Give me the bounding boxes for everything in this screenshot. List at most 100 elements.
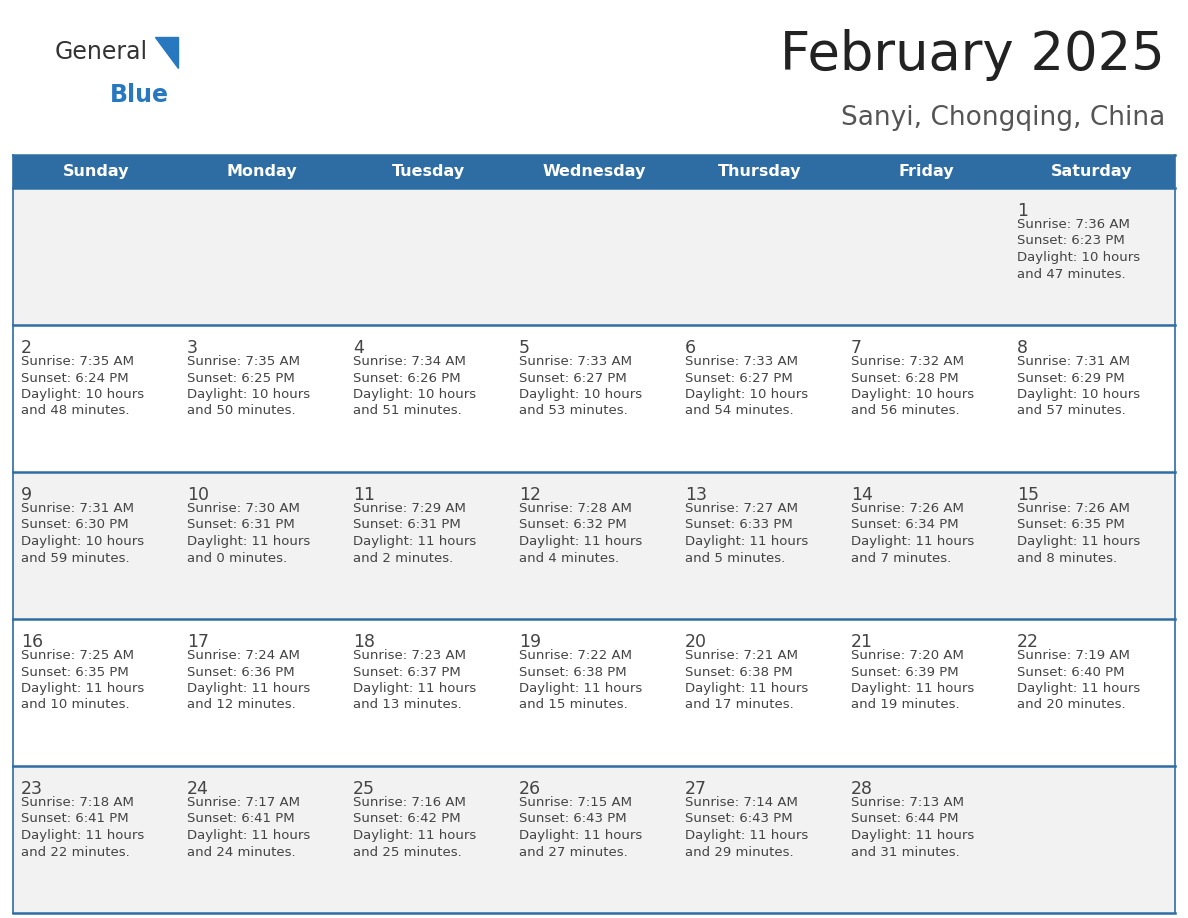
Text: Sunset: 6:37 PM: Sunset: 6:37 PM [353, 666, 461, 678]
Text: 4: 4 [353, 339, 364, 357]
Text: Sunrise: 7:15 AM: Sunrise: 7:15 AM [519, 796, 632, 809]
Text: Sunrise: 7:31 AM: Sunrise: 7:31 AM [21, 502, 134, 515]
Text: 7: 7 [851, 339, 862, 357]
Text: and 8 minutes.: and 8 minutes. [1017, 552, 1117, 565]
Text: 15: 15 [1017, 486, 1040, 504]
Text: 5: 5 [519, 339, 530, 357]
Text: 23: 23 [21, 780, 43, 798]
Text: and 17 minutes.: and 17 minutes. [685, 699, 794, 711]
Text: Daylight: 10 hours: Daylight: 10 hours [21, 535, 144, 548]
Text: Tuesday: Tuesday [391, 164, 465, 179]
Text: Daylight: 11 hours: Daylight: 11 hours [519, 829, 643, 842]
Text: Sunday: Sunday [63, 164, 129, 179]
Text: Sunset: 6:42 PM: Sunset: 6:42 PM [353, 812, 461, 825]
Text: and 22 minutes.: and 22 minutes. [21, 845, 129, 858]
Text: Daylight: 10 hours: Daylight: 10 hours [353, 388, 476, 401]
Text: Sunrise: 7:18 AM: Sunrise: 7:18 AM [21, 796, 134, 809]
Text: Sunset: 6:27 PM: Sunset: 6:27 PM [685, 372, 792, 385]
Text: Daylight: 11 hours: Daylight: 11 hours [187, 682, 310, 695]
Text: 25: 25 [353, 780, 375, 798]
Text: 11: 11 [353, 486, 375, 504]
Text: Sunset: 6:29 PM: Sunset: 6:29 PM [1017, 372, 1125, 385]
Text: and 47 minutes.: and 47 minutes. [1017, 267, 1125, 281]
Text: and 25 minutes.: and 25 minutes. [353, 845, 462, 858]
Text: Sunrise: 7:16 AM: Sunrise: 7:16 AM [353, 796, 466, 809]
Text: Sunrise: 7:20 AM: Sunrise: 7:20 AM [851, 649, 963, 662]
Text: and 48 minutes.: and 48 minutes. [21, 405, 129, 418]
Text: Daylight: 10 hours: Daylight: 10 hours [851, 388, 974, 401]
Text: Friday: Friday [898, 164, 954, 179]
Text: Daylight: 11 hours: Daylight: 11 hours [187, 829, 310, 842]
Text: Sunset: 6:43 PM: Sunset: 6:43 PM [519, 812, 626, 825]
Text: Sunset: 6:28 PM: Sunset: 6:28 PM [851, 372, 959, 385]
Text: Sunset: 6:41 PM: Sunset: 6:41 PM [187, 812, 295, 825]
Text: Thursday: Thursday [719, 164, 802, 179]
Text: and 59 minutes.: and 59 minutes. [21, 552, 129, 565]
Text: 21: 21 [851, 633, 873, 651]
Text: Saturday: Saturday [1051, 164, 1132, 179]
Text: and 24 minutes.: and 24 minutes. [187, 845, 296, 858]
Text: 16: 16 [21, 633, 43, 651]
Text: and 7 minutes.: and 7 minutes. [851, 552, 952, 565]
Text: and 4 minutes.: and 4 minutes. [519, 552, 619, 565]
Text: Daylight: 11 hours: Daylight: 11 hours [353, 535, 476, 548]
Text: Daylight: 11 hours: Daylight: 11 hours [685, 682, 808, 695]
Text: and 57 minutes.: and 57 minutes. [1017, 405, 1126, 418]
Text: February 2025: February 2025 [781, 29, 1165, 81]
Text: 18: 18 [353, 633, 375, 651]
Text: Sunrise: 7:35 AM: Sunrise: 7:35 AM [21, 355, 134, 368]
Text: Blue: Blue [110, 83, 169, 107]
Text: Daylight: 10 hours: Daylight: 10 hours [519, 388, 643, 401]
Text: Daylight: 11 hours: Daylight: 11 hours [685, 535, 808, 548]
Text: and 2 minutes.: and 2 minutes. [353, 552, 454, 565]
Text: 1: 1 [1017, 202, 1028, 220]
Text: 17: 17 [187, 633, 209, 651]
Text: and 56 minutes.: and 56 minutes. [851, 405, 960, 418]
Text: Wednesday: Wednesday [542, 164, 646, 179]
Text: Daylight: 10 hours: Daylight: 10 hours [685, 388, 808, 401]
Text: Sunset: 6:35 PM: Sunset: 6:35 PM [1017, 519, 1125, 532]
Text: Sunrise: 7:35 AM: Sunrise: 7:35 AM [187, 355, 301, 368]
Text: Sunrise: 7:31 AM: Sunrise: 7:31 AM [1017, 355, 1130, 368]
Text: Sunrise: 7:30 AM: Sunrise: 7:30 AM [187, 502, 299, 515]
Text: and 15 minutes.: and 15 minutes. [519, 699, 627, 711]
Text: Sunrise: 7:26 AM: Sunrise: 7:26 AM [1017, 502, 1130, 515]
Text: Sunrise: 7:33 AM: Sunrise: 7:33 AM [685, 355, 798, 368]
Text: Sunrise: 7:32 AM: Sunrise: 7:32 AM [851, 355, 963, 368]
Text: Daylight: 11 hours: Daylight: 11 hours [685, 829, 808, 842]
Text: Daylight: 11 hours: Daylight: 11 hours [187, 535, 310, 548]
Text: Sunrise: 7:19 AM: Sunrise: 7:19 AM [1017, 649, 1130, 662]
Text: Sunset: 6:30 PM: Sunset: 6:30 PM [21, 519, 128, 532]
Text: 28: 28 [851, 780, 873, 798]
Text: Sunrise: 7:14 AM: Sunrise: 7:14 AM [685, 796, 798, 809]
Text: 2: 2 [21, 339, 32, 357]
Text: Sunset: 6:40 PM: Sunset: 6:40 PM [1017, 666, 1125, 678]
Text: Daylight: 11 hours: Daylight: 11 hours [21, 682, 144, 695]
Text: Sunrise: 7:29 AM: Sunrise: 7:29 AM [353, 502, 466, 515]
Text: Daylight: 10 hours: Daylight: 10 hours [1017, 388, 1140, 401]
Text: 27: 27 [685, 780, 707, 798]
Text: Sunset: 6:39 PM: Sunset: 6:39 PM [851, 666, 959, 678]
Text: Sunset: 6:36 PM: Sunset: 6:36 PM [187, 666, 295, 678]
Text: Sunrise: 7:23 AM: Sunrise: 7:23 AM [353, 649, 466, 662]
Text: Daylight: 11 hours: Daylight: 11 hours [21, 829, 144, 842]
Text: Sunrise: 7:13 AM: Sunrise: 7:13 AM [851, 796, 963, 809]
Text: and 53 minutes.: and 53 minutes. [519, 405, 627, 418]
Text: 24: 24 [187, 780, 209, 798]
Text: Sunset: 6:44 PM: Sunset: 6:44 PM [851, 812, 959, 825]
Text: Sunrise: 7:21 AM: Sunrise: 7:21 AM [685, 649, 798, 662]
Text: Daylight: 10 hours: Daylight: 10 hours [1017, 251, 1140, 264]
Text: and 0 minutes.: and 0 minutes. [187, 552, 287, 565]
Bar [13, 619, 1175, 766]
Text: Sunset: 6:26 PM: Sunset: 6:26 PM [353, 372, 461, 385]
Text: Sunrise: 7:22 AM: Sunrise: 7:22 AM [519, 649, 632, 662]
Text: Daylight: 11 hours: Daylight: 11 hours [353, 682, 476, 695]
Text: Daylight: 11 hours: Daylight: 11 hours [851, 535, 974, 548]
Text: Sunset: 6:24 PM: Sunset: 6:24 PM [21, 372, 128, 385]
Text: 3: 3 [187, 339, 198, 357]
Text: 8: 8 [1017, 339, 1028, 357]
Text: and 27 minutes.: and 27 minutes. [519, 845, 627, 858]
Text: 10: 10 [187, 486, 209, 504]
Text: and 54 minutes.: and 54 minutes. [685, 405, 794, 418]
Text: Daylight: 10 hours: Daylight: 10 hours [21, 388, 144, 401]
